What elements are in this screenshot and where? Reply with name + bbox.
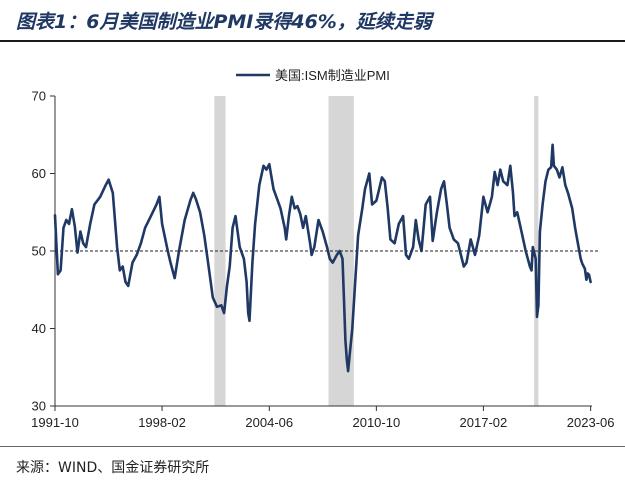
title-bar: 图表1：6月美国制造业PMI录得46%，延续走弱 [0, 0, 625, 42]
x-tick-label-2017-02: 2017-02 [460, 415, 508, 430]
y-tick-label-30: 30 [32, 399, 46, 414]
y-tick-label-50: 50 [32, 244, 46, 259]
series-line-1 [53, 143, 592, 373]
y-tick-label-60: 60 [32, 166, 46, 181]
chart-container: 30 40 50 60 70 1991-10 1998-02 2004-06 2010-10 20… [0, 48, 625, 438]
x-tick-label-2023-06: 2023-06 [567, 415, 615, 430]
page-title: 图表1：6月美国制造业PMI录得46%，延续走弱 [16, 11, 432, 33]
x-tick-label-2004-06: 2004-06 [245, 415, 293, 430]
source-note: 来源：WIND、国金证券研究所 [16, 460, 210, 476]
x-tick-label-2010-10: 2010-10 [352, 415, 400, 430]
y-tick-label-70: 70 [32, 89, 46, 104]
legend-label: 美国:ISM制造业PMI [275, 68, 390, 83]
x-tick-label-1991-10: 1991-10 [31, 415, 79, 430]
source-footer: 来源：WIND、国金证券研究所 [0, 446, 625, 485]
series-group [53, 143, 592, 373]
axes: 30 40 50 60 70 1991-10 1998-02 2004-06 2010-10 20… [31, 89, 614, 431]
recession-band-1 [214, 96, 226, 406]
y-tick-label-40: 40 [32, 321, 46, 336]
x-tick-label-1998-02: 1998-02 [138, 415, 186, 430]
pmi-line-chart: 30 40 50 60 70 1991-10 1998-02 2004-06 2010-10 20… [31, 68, 614, 431]
legend: 美国:ISM制造业PMI [236, 68, 390, 83]
